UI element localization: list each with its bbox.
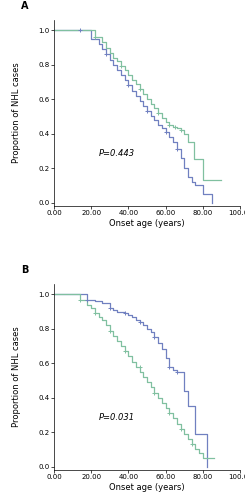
X-axis label: Onset age (years): Onset age (years) <box>109 219 185 228</box>
X-axis label: Onset age (years): Onset age (years) <box>109 483 185 492</box>
Y-axis label: Proportion of NHL cases: Proportion of NHL cases <box>12 62 21 164</box>
Text: A: A <box>21 2 29 12</box>
Text: B: B <box>21 266 29 276</box>
Text: P=0.443: P=0.443 <box>98 150 135 158</box>
Y-axis label: Proportion of NHL cases: Proportion of NHL cases <box>12 326 21 428</box>
Text: P=0.031: P=0.031 <box>98 414 135 422</box>
